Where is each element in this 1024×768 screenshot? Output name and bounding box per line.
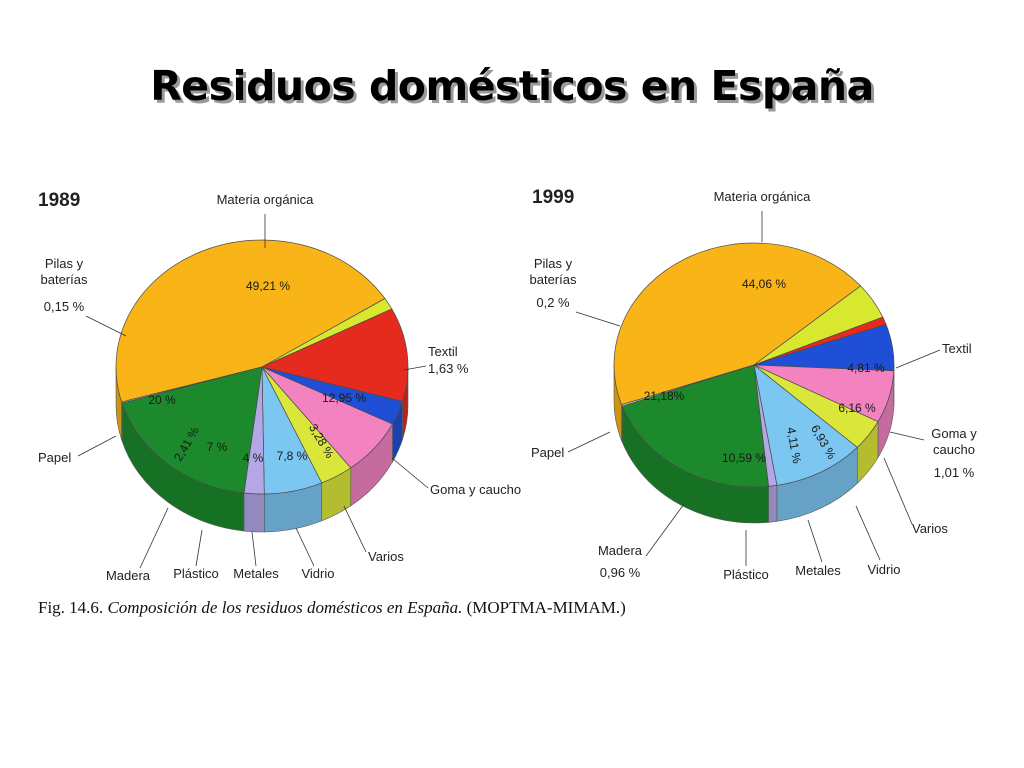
pie-slice-materia-organica — [613, 242, 862, 406]
chart-year-title: 1999 — [532, 187, 574, 208]
data-label-plastico: 10,59 % — [722, 451, 766, 465]
leader-line-metales — [251, 531, 257, 567]
category-label-textil: Textil — [942, 341, 972, 356]
category-label-madera: Madera — [106, 568, 151, 583]
pie-top — [613, 242, 895, 488]
category-label-metales: Metales — [795, 563, 841, 578]
pie-side-pilas-y-baterias — [621, 404, 623, 443]
figure-caption: Fig. 14.6. Composición de los residuos d… — [38, 598, 626, 618]
category-label-varios: Varios — [912, 521, 948, 536]
pie-slice-pilas-y-baterias — [621, 364, 755, 407]
category-value-pilas-y-baterias: 0,2 % — [536, 295, 570, 310]
category-value-textil: 1,63 % — [428, 361, 469, 376]
leader-line-textil — [895, 349, 941, 369]
category-label-materia-organica: Materia orgánica — [714, 189, 812, 204]
leader-line-metales — [807, 519, 823, 563]
category-label-pilas-y-baterias: Pilas y baterías — [530, 256, 577, 287]
pie-slice-papel — [621, 364, 769, 488]
leader-line-papel — [567, 431, 611, 453]
data-label-papel: 21,18% — [644, 389, 685, 403]
category-value-madera: 0,96 % — [600, 565, 641, 580]
pie-slice-materia-organica — [115, 239, 386, 403]
category-label-vidrio: Vidrio — [867, 562, 900, 577]
leader-line-pilas-y-baterias — [85, 315, 127, 337]
data-label-vidrio: 7,8 % — [277, 449, 308, 463]
leader-line-madera — [139, 507, 169, 569]
data-label-materia-organica: 44,06 % — [742, 277, 786, 291]
category-label-plastico: Plástico — [723, 567, 769, 582]
caption-source: (MOPTMA-MIMAM.) — [466, 598, 626, 617]
caption-prefix: Fig. 14.6. — [38, 598, 104, 617]
caption-text: Composición de los residuos domésticos e… — [107, 598, 463, 617]
data-label-metales: 4 % — [243, 451, 264, 465]
data-label-goma-y-caucho: 12,95 % — [322, 391, 366, 405]
category-label-varios: Varios — [368, 549, 404, 564]
pie-slice-papel — [121, 366, 263, 494]
category-label-pilas-y-baterias: Pilas y baterías — [41, 256, 88, 287]
data-label-papel: 20 % — [148, 393, 176, 407]
leader-line-plastico — [195, 529, 203, 567]
leader-line-goma-y-caucho — [889, 431, 925, 441]
leader-line-madera — [645, 503, 685, 557]
category-value-pilas-y-baterias: 0,15 % — [44, 299, 85, 314]
leader-line-papel — [77, 435, 117, 457]
category-label-papel: Papel — [38, 450, 71, 465]
pie-slice-plastico — [753, 364, 858, 486]
data-label-metales: 4,11 % — [784, 426, 804, 465]
category-label-metales: Metales — [233, 566, 279, 581]
leader-line-vidrio — [295, 527, 315, 567]
pie-side-madera — [768, 485, 778, 523]
pie-slice-pilas-y-baterias — [121, 366, 263, 404]
category-value-goma-y-caucho: 1,01 % — [934, 465, 975, 480]
category-label-goma-y-caucho: Goma y caucho — [931, 426, 977, 457]
leader-line-varios — [883, 457, 913, 525]
category-label-papel: Papel — [531, 445, 564, 460]
category-label-textil: Textil — [428, 344, 458, 359]
pie-top — [115, 239, 409, 495]
data-label-varios: 6,16 % — [838, 401, 876, 415]
category-label-plastico: Plástico — [173, 566, 219, 581]
chart-year-title: 1989 — [38, 190, 80, 211]
leader-line-vidrio — [855, 505, 881, 561]
pie-slice-goma-y-caucho — [260, 308, 409, 402]
category-label-materia-organica: Materia orgánica — [217, 192, 315, 207]
leader-line-pilas-y-baterias — [575, 311, 621, 327]
pie-side-madera — [243, 492, 265, 533]
category-label-goma-y-caucho: Goma y caucho — [430, 482, 521, 497]
category-label-vidrio: Vidrio — [301, 566, 334, 581]
data-label-plastico: 7 % — [207, 440, 228, 454]
slide-title: Residuos domésticos en España — [150, 62, 874, 110]
data-label-textil: 4,81 % — [847, 361, 885, 375]
data-label-materia-organica: 49,21 % — [246, 279, 290, 293]
category-label-madera: Madera — [598, 543, 643, 558]
leader-line-goma-y-caucho — [391, 457, 429, 489]
leader-line-textil — [403, 365, 427, 371]
leader-line-varios — [343, 505, 367, 553]
